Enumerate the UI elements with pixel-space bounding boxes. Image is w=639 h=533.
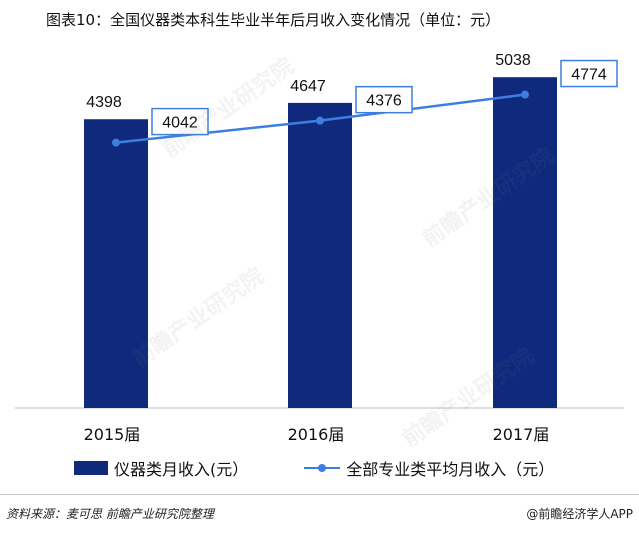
line-point — [521, 90, 529, 99]
line-value-box — [355, 85, 413, 114]
bar-value-label: 4647 — [290, 78, 326, 95]
line-value-box — [151, 107, 209, 136]
x-tick-label: 2017届 — [493, 425, 550, 444]
legend-label-bar: 仪器类月收入(元） — [114, 460, 249, 479]
bar — [84, 119, 148, 409]
bar-value-label: 4398 — [86, 94, 122, 111]
line-value-label: 4774 — [571, 67, 607, 84]
line-value-label: 4376 — [366, 93, 402, 110]
line-value-label: 4042 — [162, 115, 198, 132]
legend-swatch-bar — [74, 461, 108, 475]
line-point — [112, 138, 120, 147]
x-tick-label: 2016届 — [288, 425, 345, 444]
bar — [288, 102, 352, 409]
legend-item-line: 全部专业类平均月收入（元） — [304, 456, 554, 480]
legend-item-bar: 仪器类月收入(元） — [74, 456, 248, 480]
line-value-box — [560, 59, 618, 88]
x-tick-label: 2015届 — [84, 425, 141, 444]
footer-divider — [0, 494, 639, 495]
legend-label-line: 全部专业类平均月收入（元） — [346, 460, 555, 479]
line-point — [316, 116, 324, 125]
source-note: 资料来源：麦可思 前瞻产业研究院整理 — [6, 507, 214, 521]
chart-title: 图表10：全国仪器类本科生毕业半年后月收入变化情况（单位：元） — [46, 11, 501, 29]
legend: 仪器类月收入(元） 全部专业类平均月收入（元） — [74, 456, 610, 480]
brand-label: @前瞻经济学人APP — [526, 507, 633, 521]
bar — [493, 77, 557, 409]
bar-value-label: 5038 — [495, 52, 531, 69]
legend-swatch-line — [304, 461, 341, 475]
